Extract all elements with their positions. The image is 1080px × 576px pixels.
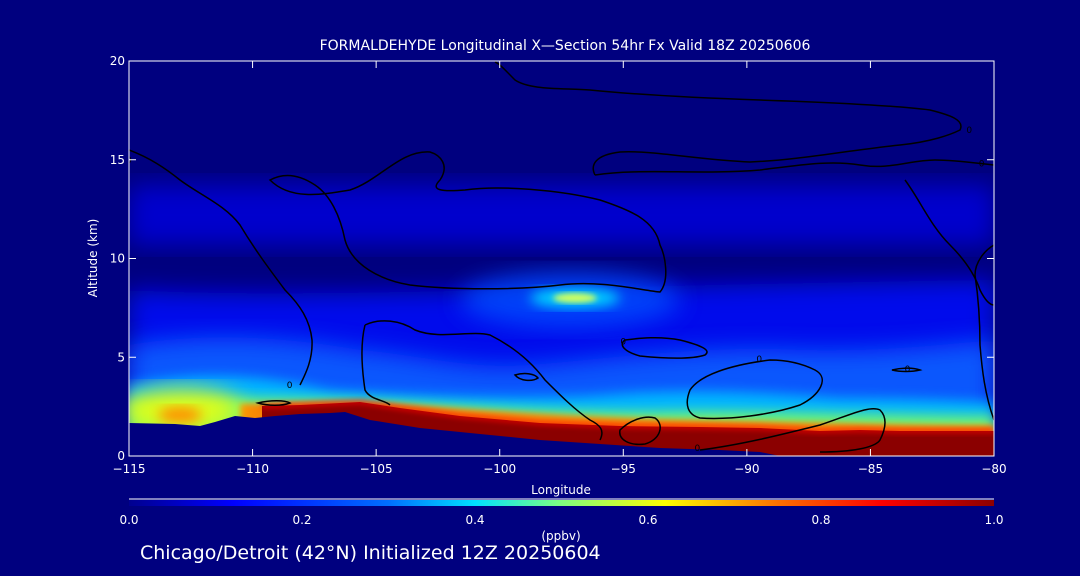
y-axis-label: Altitude (km) [86, 219, 100, 298]
y-tick-label: 20 [110, 54, 125, 68]
y-axis: 0 5 10 15 20 [110, 54, 994, 463]
contour-lines [129, 61, 994, 453]
y-tick-label: 0 [117, 449, 125, 463]
colorbar-unit-label: (ppbv) [541, 529, 580, 543]
x-tick-label: −115 [113, 462, 146, 476]
colorbar-tick-label: 1.0 [984, 513, 1003, 527]
terrain-mask [129, 412, 780, 456]
x-tick-label: −80 [981, 462, 1006, 476]
x-tick-label: −95 [611, 462, 636, 476]
x-tick-label: −105 [360, 462, 393, 476]
colorbar-tick-label: 0.2 [292, 513, 311, 527]
contour-label: 0 [979, 160, 985, 170]
x-tick-label: −110 [236, 462, 269, 476]
x-tick-label: −90 [734, 462, 759, 476]
contour-label: 0 [620, 337, 626, 347]
y-tick-label: 5 [117, 350, 125, 364]
contour-label: 0 [695, 444, 701, 454]
contour-label: 0 [287, 381, 293, 391]
chart-title: FORMALDEHYDE Longitudinal X—Section 54hr… [320, 38, 811, 54]
contour-label: 0 [756, 355, 762, 365]
x-tick-label: −100 [483, 462, 516, 476]
colorbar-tick-label: 0.8 [811, 513, 830, 527]
contour-label: 0 [905, 365, 911, 375]
x-axis: −115 −110 −105 −100 −95 −90 −85 −80 [113, 61, 1007, 476]
colorbar-tick-label: 0.4 [465, 513, 484, 527]
contour-labels: 0 0 0 0 0 0 0 0 [126, 126, 985, 454]
colorbar [129, 500, 994, 506]
colorbar-tick-label: 0.0 [119, 513, 138, 527]
contour-label: 0 [126, 156, 132, 166]
colorbar-ticks: 0.0 0.2 0.4 0.6 0.8 1.0 [119, 513, 1003, 527]
colorbar-tick-label: 0.6 [638, 513, 657, 527]
y-tick-label: 10 [110, 252, 125, 266]
x-tick-label: −85 [858, 462, 883, 476]
x-axis-label: Longitude [531, 483, 591, 497]
heatmap-field: 0 0 0 0 0 0 0 0 [126, 61, 994, 456]
footer-caption: Chicago/Detroit (42°N) Initialized 12Z 2… [140, 542, 601, 564]
contour-label: 0 [966, 126, 972, 136]
y-tick-label: 15 [110, 153, 125, 167]
